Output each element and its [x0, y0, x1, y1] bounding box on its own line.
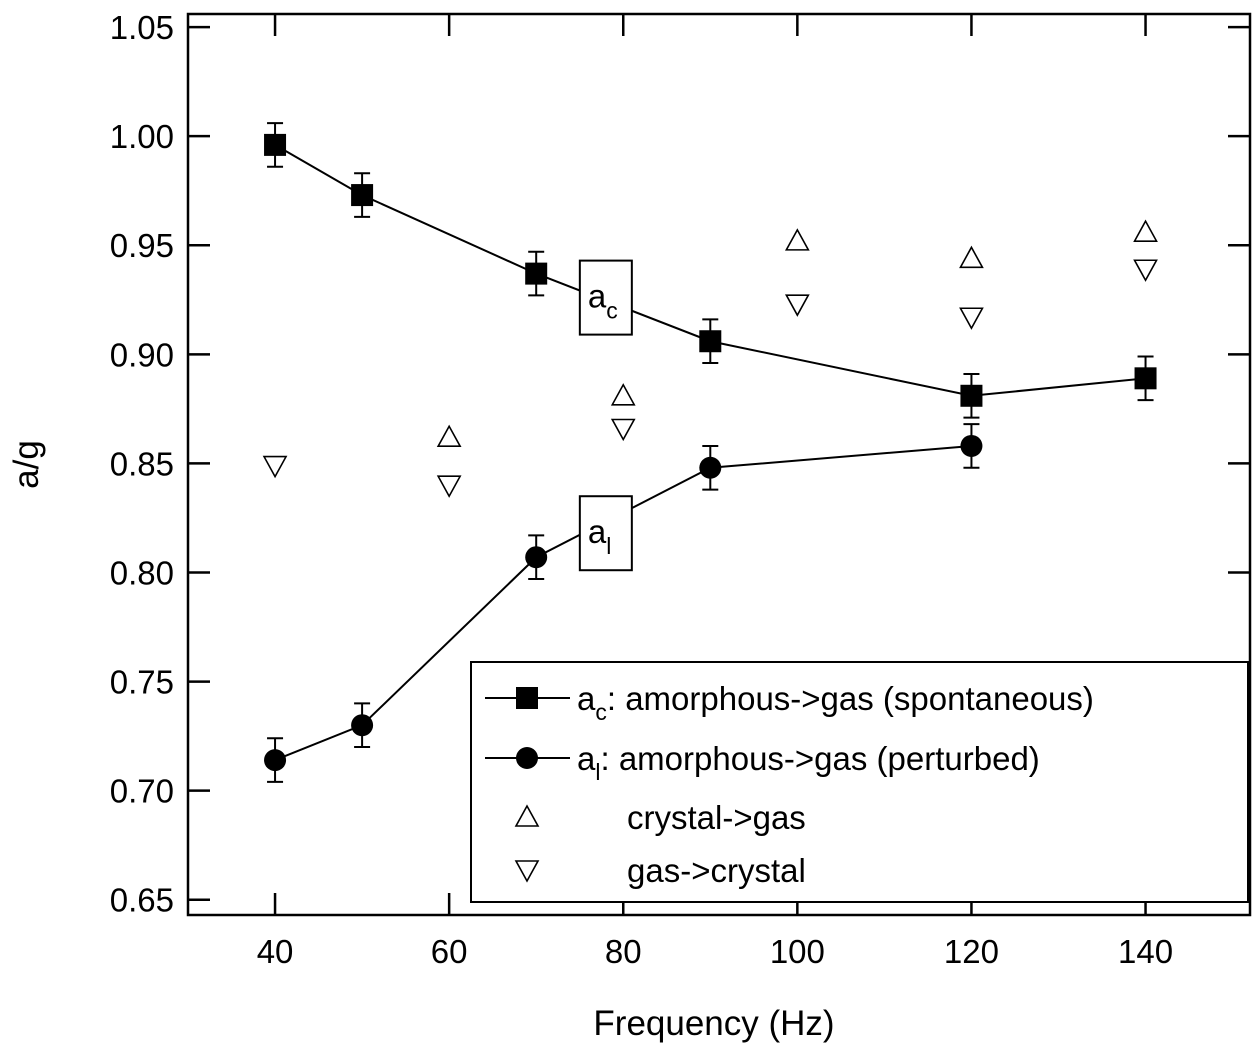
legend-box	[470, 661, 1249, 903]
y-tick-label: 0.80	[110, 554, 174, 591]
annotation-label: ac	[578, 259, 633, 336]
data-point-cg	[959, 245, 984, 269]
y-tick-label: 0.70	[110, 773, 174, 810]
series-layer	[262, 122, 1158, 783]
series-cg	[436, 219, 1158, 448]
x-tick-label: 120	[944, 933, 999, 970]
x-tick-label: 60	[431, 933, 468, 970]
y-tick-label: 0.85	[110, 445, 174, 482]
x-tick-label: 80	[605, 933, 642, 970]
y-axis-title: a/g	[7, 440, 46, 489]
data-point-al	[264, 749, 287, 772]
series-al	[264, 423, 983, 783]
legend-marker-cg	[514, 804, 540, 827]
data-point-cg	[784, 228, 810, 251]
y-tick-label: 1.00	[110, 118, 174, 155]
data-point-gc	[262, 455, 288, 479]
y-tick-label: 0.90	[110, 336, 174, 373]
data-point-ac	[525, 262, 548, 285]
axis-ticks: 40 60 80 100 120 140 0.65 0.70 0.75 0.80 0.85 0.90 0…	[110, 9, 1250, 970]
data-point-cg	[1133, 219, 1158, 242]
annotation-text: ac	[588, 278, 618, 324]
annotation-text: al	[588, 513, 611, 559]
x-tick-label: 140	[1118, 933, 1173, 970]
legend-marker-ac	[516, 687, 538, 709]
x-tick-label: 100	[770, 933, 825, 970]
data-point-ac	[264, 133, 287, 156]
data-point-ac	[699, 330, 722, 353]
legend-label-al: al: amorphous->gas (perturbed)	[577, 740, 1040, 785]
plot-frame	[186, 12, 1252, 917]
data-point-ac	[351, 184, 374, 207]
data-point-cg	[610, 383, 636, 406]
data-point-gc	[959, 307, 984, 330]
data-point-al	[351, 714, 374, 737]
legend-item-cg: crystal->gas	[514, 799, 806, 836]
y-tick-label: 0.75	[110, 664, 174, 701]
annotation-box	[578, 495, 633, 572]
legend-item-al: al: amorphous->gas (perturbed)	[485, 740, 1040, 785]
data-point-al	[699, 456, 722, 479]
legend: ac: amorphous->gas (spontaneous) al: amor…	[470, 661, 1249, 903]
x-axis-title: Frequency (Hz)	[593, 1004, 834, 1043]
data-point-ac	[960, 384, 983, 407]
x-tick-label: 40	[257, 933, 294, 970]
y-tick-label: 0.95	[110, 227, 174, 264]
data-point-gc	[610, 418, 636, 442]
data-point-al	[960, 434, 983, 457]
data-point-cg	[436, 424, 462, 448]
legend-marker-al	[516, 747, 538, 769]
y-tick-label: 0.65	[110, 882, 174, 919]
data-point-al	[525, 546, 548, 569]
annotation-box	[578, 259, 633, 336]
legend-marker-gc	[514, 860, 540, 883]
legend-label-gc: gas->crystal	[627, 852, 806, 889]
legend-item-gc: gas->crystal	[514, 852, 806, 889]
legend-item-ac: ac: amorphous->gas (spontaneous)	[485, 680, 1094, 725]
legend-label-ac: ac: amorphous->gas (spontaneous)	[577, 680, 1094, 725]
data-point-gc	[436, 475, 462, 498]
annotation-label: al	[578, 495, 633, 572]
series-gc	[262, 259, 1158, 498]
data-point-gc	[784, 294, 810, 317]
legend-label-cg: crystal->gas	[627, 799, 806, 836]
annotation-layer: ac al	[578, 259, 633, 572]
y-tick-label: 1.05	[110, 9, 174, 46]
data-point-ac	[1134, 367, 1157, 390]
data-point-gc	[1133, 259, 1158, 282]
